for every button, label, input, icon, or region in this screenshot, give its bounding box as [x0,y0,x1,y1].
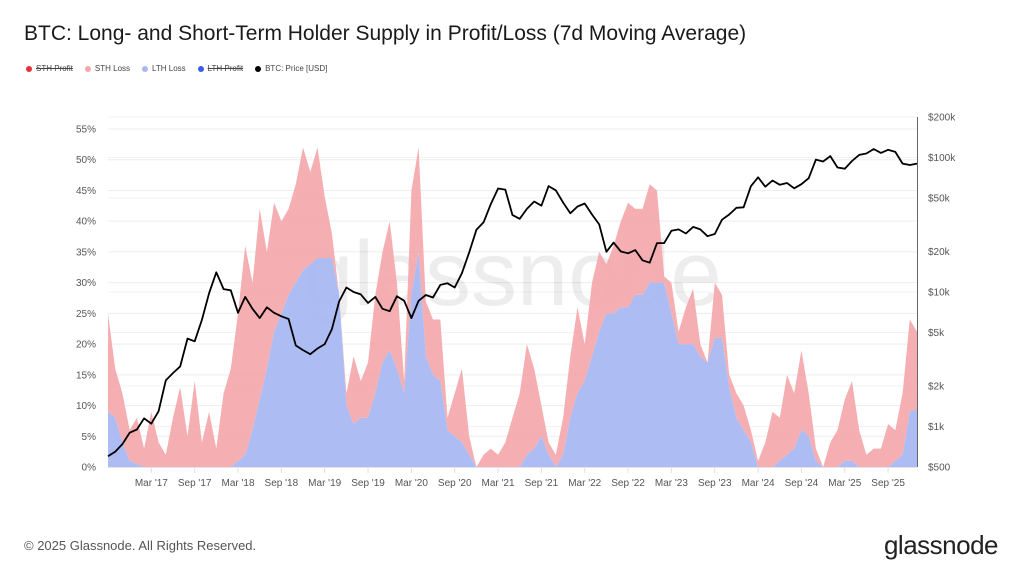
x-tick-label: Sep '21 [525,478,559,489]
x-tick-label: Mar '17 [135,478,168,489]
x-tick-label: Mar '20 [395,478,428,489]
y-right-tick-label: $2k [928,382,945,393]
x-tick-label: Mar '21 [482,478,515,489]
y-left-tick-label: 35% [76,247,96,258]
glassnode-logo: glassnode [883,530,999,560]
y-left-tick-label: 5% [82,432,97,443]
y-left-tick-label: 30% [76,278,96,289]
y-right-tick-label: $50k [928,193,951,204]
lth-loss-area [108,251,917,467]
x-tick-label: Sep '25 [871,478,905,489]
price-line-group [107,148,918,458]
legend-item-sth-profit[interactable]: STH Profit [26,64,73,73]
sth-loss-area [108,147,917,467]
chart-title: BTC: Long- and Short-Term Holder Supply … [24,22,747,45]
legend-item-lth-loss[interactable]: LTH Loss [142,64,186,73]
y-left-tick-label: 40% [76,217,96,228]
y-right-tick-label: $200k [928,113,956,124]
legend-label: BTC: Price [USD] [265,64,328,73]
x-tick-label: Mar '19 [308,478,341,489]
y-right-tick-label: $1k [928,422,945,433]
y-left-tick-label: 15% [76,370,96,381]
y-left-tick-label: 50% [76,155,96,166]
x-tick-label: Sep '24 [785,478,819,489]
x-tick-label: Mar '24 [742,478,775,489]
legend-dot-icon [255,65,262,72]
btc-price-line [107,148,918,458]
legend-label: LTH Loss [152,64,186,73]
x-tick-label: Sep '20 [438,478,472,489]
y-left-tick-label: 25% [76,309,96,320]
x-tick-label: Sep '23 [698,478,732,489]
x-tick-label: Mar '25 [828,478,861,489]
y-right-tick-label: $20k [928,247,951,258]
x-tick-label: Sep '19 [351,478,385,489]
axes: 0% 5% 10% 15% 20% 25% 30% 35% 40% 45% 50% 55% $500 $1… [76,113,956,490]
y-right-tick-label: $500 [928,463,951,474]
legend-dot-icon [142,65,149,72]
y-right-tick-label: $5k [928,328,945,339]
x-tick-label: Mar '18 [221,478,254,489]
areas [108,147,917,467]
legend-label: STH Profit [36,64,73,73]
y-right-tick-label: $10k [928,288,951,299]
legend-dot-icon [84,65,91,72]
x-tick-label: Sep '22 [611,478,645,489]
legend-label: STH Loss [94,64,131,73]
legend: STH Profit STH Loss LTH Loss LTH Profit … [26,64,327,73]
x-tick-label: Sep '17 [178,478,212,489]
y-left-tick-label: 20% [76,340,96,351]
legend-label: LTH Profit [207,64,244,73]
legend-item-btc-price[interactable]: BTC: Price [USD] [255,64,327,73]
y-right-tick-label: $100k [928,153,956,164]
legend-dot-icon [197,65,204,72]
legend-item-lth-profit[interactable]: LTH Profit [197,64,244,73]
y-left-tick-label: 45% [76,186,96,197]
x-tick-label: Sep '18 [265,478,299,489]
x-tick-label: Mar '23 [655,478,688,489]
x-tick-label: Mar '22 [568,478,601,489]
legend-dot-icon [26,65,32,72]
legend-item-sth-loss[interactable]: STH Loss [84,64,131,73]
copyright: © 2025 Glassnode. All Rights Reserved. [24,538,257,553]
y-left-tick-label: 55% [76,125,96,136]
y-left-tick-label: 0% [82,463,97,474]
y-left-tick-label: 10% [76,401,96,412]
